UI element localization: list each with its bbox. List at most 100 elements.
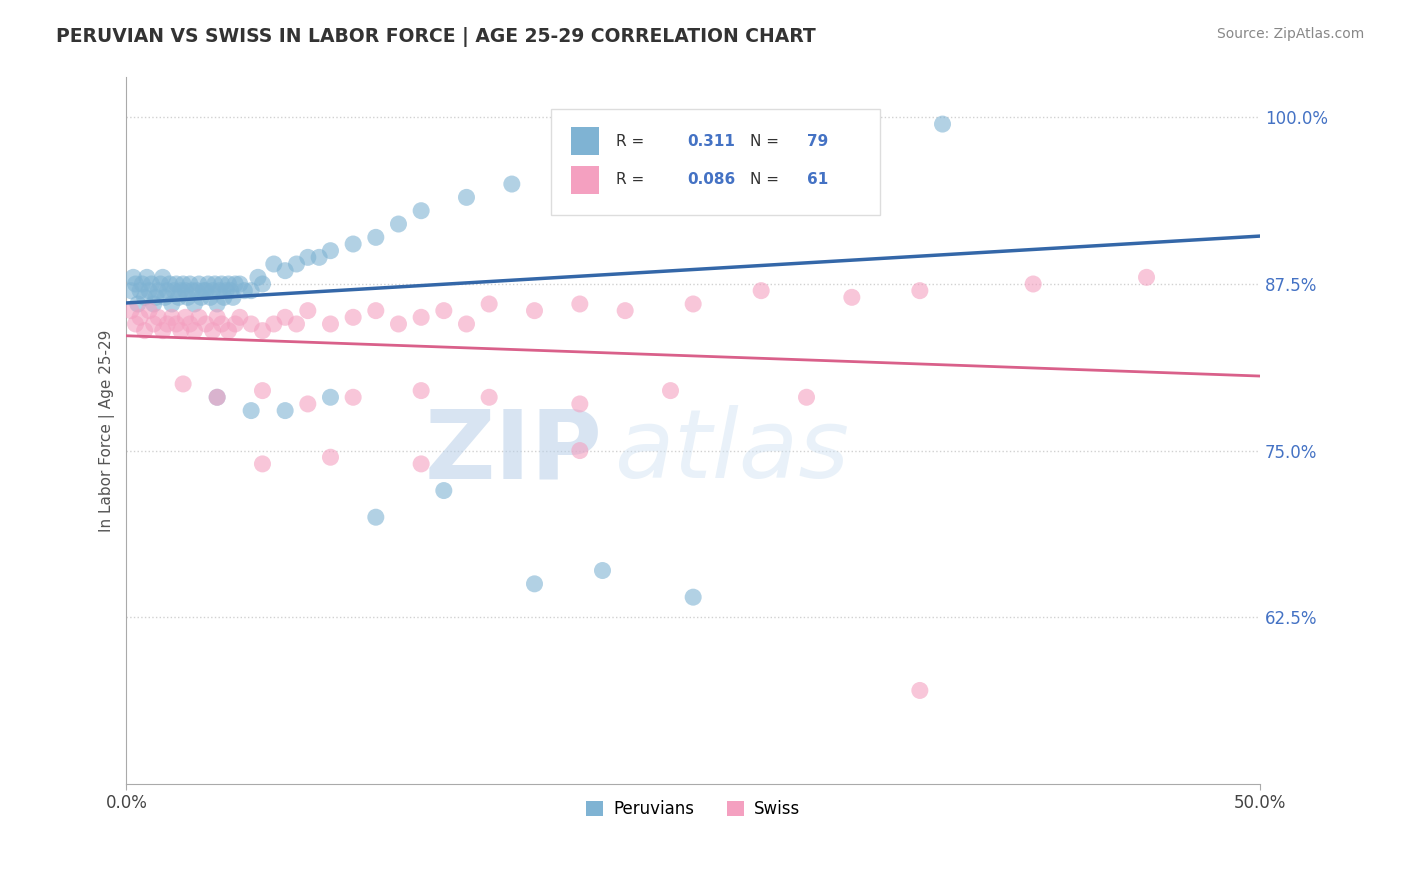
Point bbox=[908, 683, 931, 698]
Point bbox=[141, 277, 163, 291]
Point bbox=[142, 297, 165, 311]
Point bbox=[170, 284, 193, 298]
FancyBboxPatch shape bbox=[571, 127, 599, 155]
Point bbox=[219, 284, 242, 298]
Point bbox=[160, 297, 183, 311]
Point bbox=[252, 457, 274, 471]
Point bbox=[252, 384, 274, 398]
Point bbox=[319, 244, 342, 258]
Point bbox=[148, 310, 170, 325]
Text: Source: ZipAtlas.com: Source: ZipAtlas.com bbox=[1216, 27, 1364, 41]
Point bbox=[170, 324, 193, 338]
Point bbox=[411, 203, 433, 218]
Point bbox=[319, 450, 342, 465]
Point bbox=[159, 277, 181, 291]
Point bbox=[614, 157, 637, 171]
Text: atlas: atlas bbox=[614, 405, 849, 499]
Point bbox=[205, 310, 228, 325]
Point bbox=[215, 284, 238, 298]
Point bbox=[165, 277, 187, 291]
Point bbox=[172, 376, 194, 391]
Point bbox=[682, 297, 704, 311]
Point bbox=[179, 277, 201, 291]
Point bbox=[749, 137, 772, 152]
Point bbox=[592, 564, 614, 578]
Point bbox=[568, 297, 591, 311]
Point bbox=[134, 290, 156, 304]
Point bbox=[131, 277, 153, 291]
Point bbox=[274, 310, 297, 325]
Point bbox=[183, 297, 205, 311]
Point bbox=[1022, 277, 1045, 291]
Point bbox=[233, 284, 256, 298]
Point bbox=[135, 270, 157, 285]
Point bbox=[342, 390, 364, 404]
Point bbox=[124, 317, 146, 331]
Point bbox=[211, 317, 233, 331]
Point bbox=[176, 290, 198, 304]
Point bbox=[218, 324, 240, 338]
Point bbox=[181, 284, 204, 298]
Point bbox=[229, 277, 252, 291]
FancyBboxPatch shape bbox=[551, 109, 880, 215]
Point bbox=[433, 483, 456, 498]
Point bbox=[212, 290, 235, 304]
Point bbox=[240, 403, 263, 417]
Text: 0.311: 0.311 bbox=[688, 134, 735, 148]
Point bbox=[165, 317, 187, 331]
Point bbox=[297, 303, 319, 318]
Point bbox=[342, 310, 364, 325]
Point bbox=[523, 303, 546, 318]
Point bbox=[387, 317, 409, 331]
Point bbox=[127, 297, 149, 311]
Point bbox=[134, 324, 156, 338]
Point bbox=[274, 263, 297, 277]
Point bbox=[129, 310, 152, 325]
Point bbox=[194, 284, 217, 298]
Point bbox=[138, 303, 160, 318]
Point bbox=[478, 297, 501, 311]
Point bbox=[568, 163, 591, 178]
Point bbox=[433, 303, 456, 318]
Point bbox=[145, 290, 167, 304]
Point bbox=[188, 310, 211, 325]
Point bbox=[478, 390, 501, 404]
Point bbox=[568, 443, 591, 458]
Point bbox=[246, 270, 269, 285]
Text: R =: R = bbox=[616, 134, 650, 148]
Point bbox=[148, 284, 170, 298]
Point bbox=[252, 277, 274, 291]
Point bbox=[183, 324, 205, 338]
Point bbox=[297, 251, 319, 265]
FancyBboxPatch shape bbox=[571, 166, 599, 194]
Point bbox=[523, 577, 546, 591]
Point bbox=[120, 303, 142, 318]
Point bbox=[218, 277, 240, 291]
Point bbox=[682, 590, 704, 604]
Text: ZIP: ZIP bbox=[425, 405, 603, 499]
Point bbox=[152, 270, 174, 285]
Text: N =: N = bbox=[749, 172, 783, 187]
Point bbox=[172, 277, 194, 291]
Point bbox=[205, 297, 228, 311]
Point bbox=[153, 290, 176, 304]
Point bbox=[841, 290, 863, 304]
Point bbox=[796, 390, 818, 404]
Point bbox=[274, 403, 297, 417]
Point bbox=[205, 390, 228, 404]
Point bbox=[285, 257, 308, 271]
Point bbox=[190, 290, 212, 304]
Point bbox=[263, 317, 285, 331]
Point bbox=[197, 277, 219, 291]
Point bbox=[319, 317, 342, 331]
Point bbox=[229, 310, 252, 325]
Point bbox=[156, 317, 179, 331]
Point bbox=[122, 270, 145, 285]
Text: 61: 61 bbox=[807, 172, 828, 187]
Point bbox=[152, 324, 174, 338]
Point bbox=[204, 277, 226, 291]
Point bbox=[614, 303, 637, 318]
Point bbox=[188, 277, 211, 291]
Text: N =: N = bbox=[749, 134, 783, 148]
Point bbox=[201, 324, 224, 338]
